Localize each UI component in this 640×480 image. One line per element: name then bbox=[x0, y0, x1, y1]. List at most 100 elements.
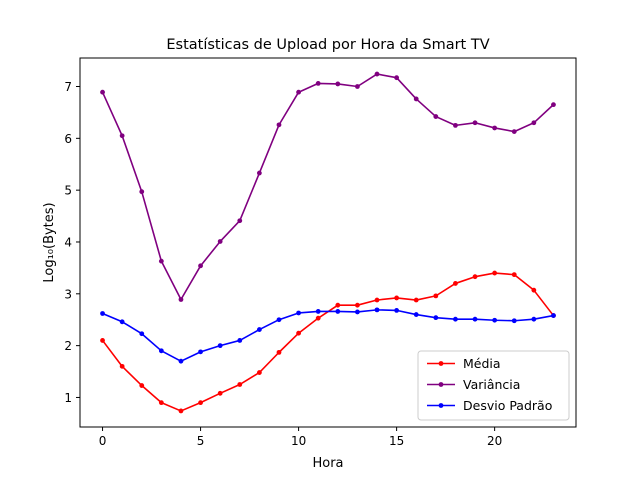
data-point bbox=[492, 125, 498, 131]
data-point bbox=[158, 258, 164, 264]
data-point bbox=[276, 349, 282, 355]
data-point bbox=[237, 382, 243, 387]
data-point bbox=[433, 293, 439, 299]
data-point bbox=[178, 408, 184, 414]
data-point bbox=[492, 270, 498, 276]
data-point bbox=[158, 348, 164, 354]
x-tick-label: 15 bbox=[389, 434, 404, 448]
legend-marker bbox=[438, 382, 444, 387]
data-point bbox=[100, 311, 105, 316]
data-point bbox=[276, 317, 282, 323]
legend-marker bbox=[438, 403, 444, 408]
y-tick-label: 4 bbox=[64, 235, 72, 249]
data-point bbox=[394, 295, 400, 301]
data-point bbox=[178, 297, 184, 302]
data-point bbox=[453, 316, 458, 322]
y-tick-label: 5 bbox=[64, 184, 72, 198]
y-axis: 1 2 3 4 5 6 7 bbox=[64, 80, 80, 405]
data-point bbox=[296, 89, 301, 95]
data-point bbox=[511, 318, 517, 324]
data-point bbox=[139, 189, 145, 195]
data-point bbox=[217, 343, 223, 349]
data-point bbox=[413, 96, 419, 102]
data-point bbox=[296, 310, 301, 316]
data-point bbox=[472, 316, 478, 322]
plot-frame bbox=[79, 57, 577, 428]
data-point bbox=[453, 122, 458, 128]
y-axis-label: Log₁₀(Bytes) bbox=[42, 202, 57, 282]
data-point bbox=[413, 297, 419, 303]
data-point bbox=[178, 358, 184, 364]
data-point bbox=[217, 239, 223, 244]
data-point bbox=[394, 307, 400, 313]
series-line bbox=[101, 73, 554, 301]
series-line bbox=[102, 309, 554, 362]
data-point bbox=[472, 120, 478, 126]
legend-item: Desvio Padrão bbox=[427, 398, 552, 413]
data-point bbox=[296, 330, 301, 336]
data-point bbox=[198, 400, 203, 406]
y-tick-label: 6 bbox=[64, 132, 72, 146]
data-point bbox=[119, 319, 125, 325]
data-point bbox=[355, 302, 360, 308]
data-point bbox=[531, 287, 537, 293]
data-point bbox=[433, 315, 439, 321]
data-point bbox=[315, 315, 321, 321]
data-point bbox=[335, 81, 341, 87]
data-point bbox=[315, 80, 321, 86]
data-point bbox=[492, 317, 498, 323]
data-point bbox=[119, 133, 125, 139]
series-2 bbox=[100, 71, 556, 302]
x-tick-label: 20 bbox=[487, 434, 502, 448]
data-point bbox=[139, 331, 145, 337]
data-point bbox=[100, 89, 105, 95]
y-tick-label: 3 bbox=[64, 287, 72, 301]
data-point bbox=[198, 349, 203, 355]
legend-item: Variância bbox=[427, 377, 520, 392]
x-tick-label: 5 bbox=[197, 434, 205, 448]
chart-title: Estatísticas de Upload por Hora da Smart… bbox=[166, 37, 489, 53]
x-tick-label: 10 bbox=[291, 434, 306, 448]
series-3 bbox=[100, 307, 556, 364]
data-point bbox=[139, 383, 145, 388]
data-point bbox=[511, 129, 517, 134]
series-layer bbox=[100, 71, 556, 414]
legend-item: Média bbox=[427, 356, 501, 371]
data-point bbox=[374, 307, 380, 313]
data-point bbox=[335, 302, 341, 308]
y-tick-label: 7 bbox=[64, 80, 72, 94]
data-point bbox=[237, 338, 243, 343]
y-tick-label: 2 bbox=[64, 339, 72, 353]
data-point bbox=[531, 316, 537, 322]
data-point bbox=[198, 263, 203, 269]
data-point bbox=[256, 170, 262, 176]
data-point bbox=[256, 327, 262, 332]
data-point bbox=[394, 75, 400, 81]
x-axis: 0 5 10 15 20 bbox=[99, 427, 502, 448]
data-point bbox=[315, 309, 321, 314]
data-point bbox=[374, 297, 380, 303]
data-point bbox=[158, 400, 164, 406]
data-point bbox=[413, 312, 419, 317]
x-axis-label: Hora bbox=[312, 456, 343, 471]
data-point bbox=[453, 281, 458, 286]
data-point bbox=[551, 313, 556, 318]
data-point bbox=[256, 370, 262, 375]
data-point bbox=[551, 102, 556, 108]
data-point bbox=[433, 114, 439, 119]
data-point bbox=[355, 309, 360, 315]
data-point bbox=[355, 84, 360, 89]
data-point bbox=[374, 71, 380, 77]
data-point bbox=[100, 338, 105, 343]
data-point bbox=[511, 272, 517, 278]
data-point bbox=[237, 218, 243, 224]
legend: Média Variância Desvio Padrão bbox=[417, 350, 570, 421]
data-point bbox=[276, 122, 282, 128]
x-tick-label: 0 bbox=[99, 434, 107, 448]
data-point bbox=[119, 363, 125, 369]
data-point bbox=[217, 390, 223, 396]
y-tick-label: 1 bbox=[64, 391, 72, 405]
data-point bbox=[472, 274, 478, 280]
data-point bbox=[335, 309, 341, 314]
